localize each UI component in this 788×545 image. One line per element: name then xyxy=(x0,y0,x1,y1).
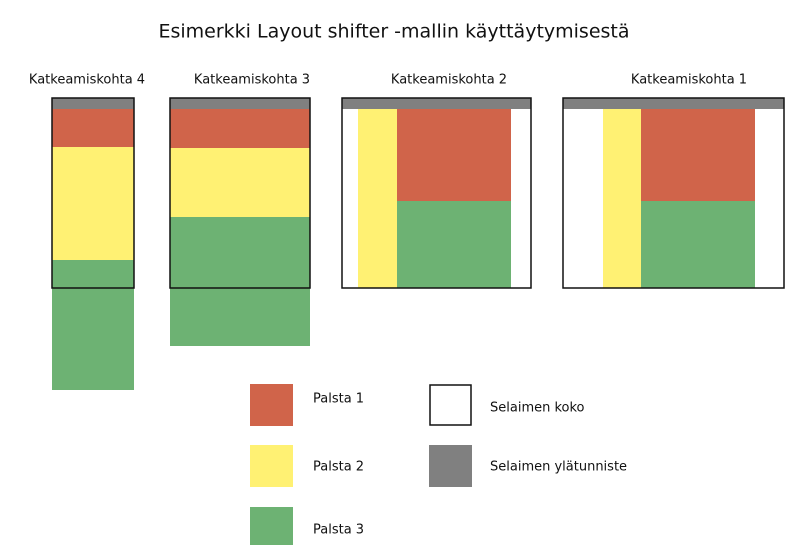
column-1 xyxy=(397,109,511,201)
panel-label: Katkeamiskohta 1 xyxy=(631,73,747,88)
legend-swatch xyxy=(250,445,293,487)
column-3 xyxy=(641,201,755,288)
browser-header xyxy=(563,98,784,109)
legend-swatch xyxy=(250,507,293,545)
legend-label: Palsta 3 xyxy=(313,523,364,538)
browser-header xyxy=(170,98,310,109)
browser-header xyxy=(52,98,134,109)
browser-frame xyxy=(51,97,135,289)
panel-label: Katkeamiskohta 4 xyxy=(29,73,145,88)
browser-frame xyxy=(562,97,785,289)
title: Esimerkki Layout shifter -mallin käyttäy… xyxy=(158,21,629,43)
legend-label: Palsta 1 xyxy=(313,392,364,407)
column-3 xyxy=(52,260,134,390)
panel-label: Katkeamiskohta 3 xyxy=(194,73,310,88)
legend-swatch xyxy=(429,384,472,426)
column-1 xyxy=(170,109,310,148)
legend-label: Selaimen koko xyxy=(490,401,585,416)
legend-swatch xyxy=(250,384,293,426)
column-2 xyxy=(52,147,134,260)
panel-label: Katkeamiskohta 2 xyxy=(391,73,507,88)
column-1 xyxy=(641,109,755,201)
legend-label: Palsta 2 xyxy=(313,460,364,475)
browser-frame xyxy=(341,97,532,289)
column-1 xyxy=(52,109,134,147)
column-2 xyxy=(170,148,310,217)
column-3 xyxy=(170,217,310,346)
column-2 xyxy=(603,109,641,288)
browser-frame xyxy=(169,97,311,289)
browser-header xyxy=(342,98,531,109)
column-3 xyxy=(397,201,511,288)
legend-label: Selaimen ylätunniste xyxy=(490,460,627,475)
legend-swatch xyxy=(429,445,472,487)
column-2 xyxy=(358,109,397,288)
